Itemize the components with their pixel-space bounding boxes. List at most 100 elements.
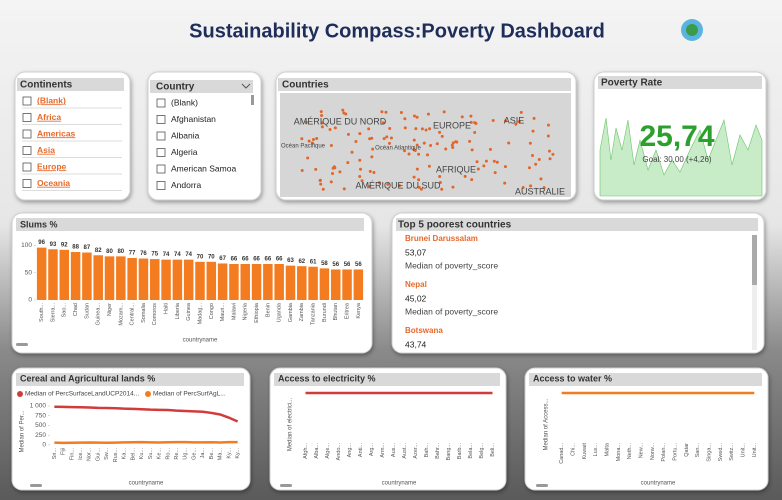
data-label: 62 [298, 259, 305, 265]
bar [342, 269, 352, 300]
top5-name: Brunei Darussalam [405, 234, 478, 243]
data-label: 74 [163, 252, 170, 258]
bar [36, 247, 47, 300]
map-point [438, 130, 442, 134]
checkbox[interactable] [22, 162, 32, 172]
x-tick-label: Malta [604, 442, 610, 456]
x-tick-label: Gambia [288, 302, 294, 322]
slicer-item[interactable]: Europe [37, 161, 67, 171]
checkbox[interactable] [156, 98, 166, 108]
map-point [311, 138, 315, 142]
checkbox[interactable] [22, 179, 32, 188]
bar [308, 266, 318, 300]
data-label: 74 [174, 252, 181, 258]
x-tick-label: Kenya [356, 302, 362, 319]
y-tick-label: 250 [35, 432, 46, 439]
map-point [304, 120, 308, 124]
slicer-item[interactable]: Afghanistan [171, 114, 216, 124]
slicer-item[interactable]: Asia [37, 145, 55, 155]
y-tick-label: 50 [25, 269, 33, 276]
continent-slicer[interactable]: Continents [14, 71, 131, 201]
data-label: 66 [231, 257, 238, 263]
x-tick-label: Ge... [191, 448, 197, 460]
data-label: 67 [219, 256, 226, 262]
slicer-item[interactable]: Americas [37, 128, 76, 138]
top5-measure: Median of poverty_score [405, 260, 498, 270]
map-point [358, 174, 362, 178]
map-point [319, 182, 323, 186]
slicer-item[interactable]: Albania [171, 130, 200, 140]
y-axis-label: Median of Per... [20, 410, 26, 452]
data-label: 63 [287, 258, 294, 264]
checkbox[interactable] [156, 181, 166, 190]
map-point [517, 120, 521, 124]
data-label: 87 [84, 245, 91, 251]
map-point [503, 165, 507, 169]
scroll-handle [16, 343, 28, 346]
slicer-item[interactable]: (Blank) [171, 97, 198, 107]
bar [82, 252, 92, 300]
kpi-goal: Goal: 30,00 (+4,26) [642, 155, 711, 164]
x-tick-label: Nor... [87, 448, 93, 462]
x-tick-label: Alge... [325, 443, 331, 459]
x-tick-label: Ku... [139, 448, 145, 460]
map-label: EUROPE [433, 120, 471, 130]
map-point [460, 115, 464, 119]
data-label: 56 [344, 262, 351, 268]
slicer-item[interactable]: Oceania [37, 178, 70, 188]
map-point [412, 138, 416, 142]
data-label: 92 [61, 242, 68, 248]
map-point [415, 115, 419, 119]
x-tick-label: Ma... [218, 448, 224, 461]
map-point [417, 152, 421, 156]
checkbox[interactable] [22, 146, 32, 155]
map-point [551, 152, 555, 156]
map-point [546, 134, 550, 138]
checkbox[interactable] [156, 148, 166, 157]
map-point [469, 114, 473, 118]
data-label: 93 [50, 242, 57, 248]
top5-name: Nepal [405, 280, 427, 289]
slicer-item[interactable]: Algeria [171, 147, 198, 157]
bar [285, 265, 296, 300]
slicer-item[interactable]: Andorra [171, 180, 202, 190]
x-tick-label: Neth... [627, 443, 633, 460]
x-tick-label: Tanzania [311, 302, 317, 325]
kpi-card: Poverty Rate 25,74 Goal: 30,00 (+4,26) [593, 71, 767, 201]
map-point [542, 186, 546, 190]
y-axis-label: Median of Access... [544, 398, 550, 450]
map-point [397, 184, 401, 188]
map-point [407, 152, 411, 156]
map-point [424, 128, 428, 132]
slicer-item[interactable]: (Blank) [37, 95, 66, 105]
bar [93, 255, 103, 300]
map-point [358, 132, 362, 136]
checkbox[interactable] [156, 115, 166, 124]
bar [138, 258, 149, 300]
bar [70, 252, 81, 300]
checkbox[interactable] [22, 96, 32, 106]
x-tick-label: Nigeria [243, 302, 249, 320]
slicer-item[interactable]: Africa [37, 112, 61, 122]
top5-title: Top 5 poorest countries [398, 220, 512, 231]
map-point [534, 162, 538, 166]
checkbox[interactable] [22, 113, 32, 122]
checkbox[interactable] [156, 164, 166, 174]
map-label: Océan Atlantique [375, 146, 421, 152]
slicer-item[interactable]: American Samoa [171, 163, 236, 173]
map-point [333, 126, 337, 130]
checkbox[interactable] [22, 129, 32, 139]
map-label: ASIE [504, 115, 525, 125]
x-tick-label: Ando... [336, 443, 342, 461]
cereal-panel [11, 367, 251, 491]
checkbox[interactable] [156, 131, 166, 141]
country-slicer[interactable]: Country [147, 71, 262, 201]
chart-title: Cereal and Agricultural lands % [20, 373, 155, 383]
map-point [427, 164, 431, 168]
map-point [346, 132, 350, 136]
map-point [528, 141, 532, 145]
map-point [368, 169, 372, 173]
map-point [507, 141, 511, 145]
data-label: 66 [265, 257, 272, 263]
line [54, 405, 239, 423]
